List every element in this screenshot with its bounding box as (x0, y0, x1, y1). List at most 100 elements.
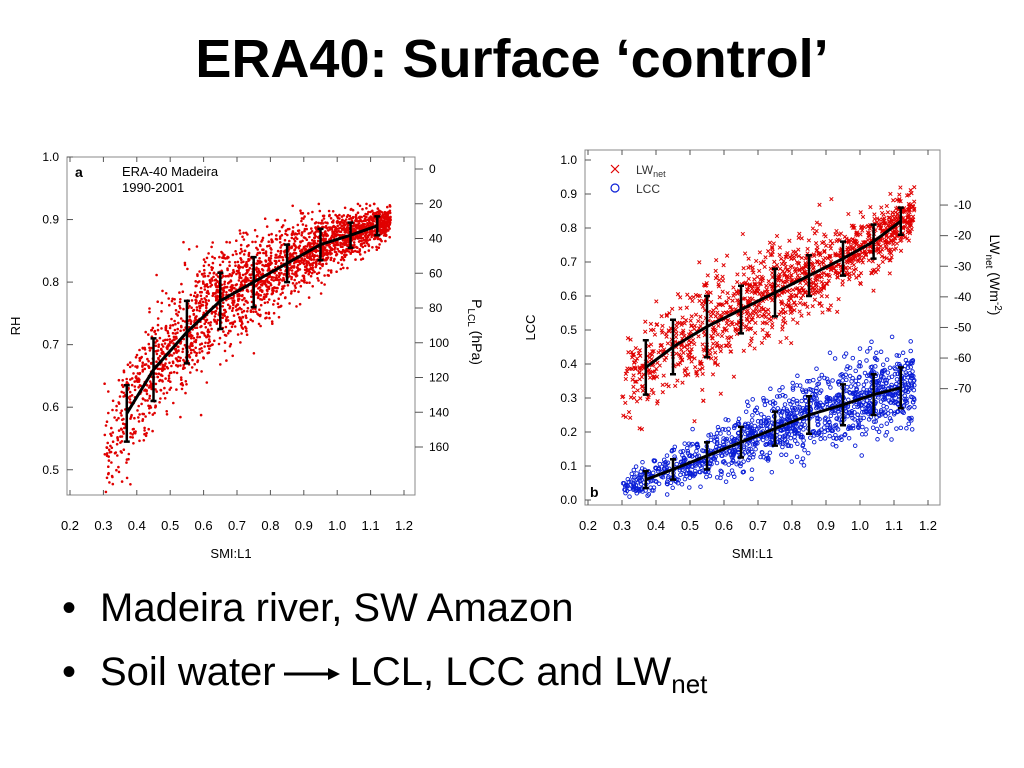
data-point (875, 437, 880, 442)
data-point (107, 448, 111, 452)
data-point (664, 382, 669, 387)
data-point (111, 431, 115, 434)
data-point (278, 281, 281, 285)
data-point (248, 273, 251, 277)
data-point (638, 353, 643, 358)
data-point (213, 320, 217, 323)
x-tick-label: 0.6 (195, 518, 213, 533)
data-point (330, 228, 334, 231)
data-point (787, 295, 792, 300)
data-point (379, 228, 383, 232)
data-point (623, 400, 628, 406)
data-point (310, 242, 314, 245)
data-point (702, 283, 708, 288)
data-point (299, 240, 302, 243)
data-point (113, 416, 116, 419)
data-point (368, 204, 372, 207)
data-point (171, 323, 175, 327)
data-point (766, 415, 771, 421)
data-point (752, 281, 758, 286)
data-point (202, 258, 206, 261)
data-point (151, 429, 154, 433)
data-point (215, 273, 218, 276)
data-point (744, 282, 750, 287)
y2-axis-label-base: P (469, 299, 485, 308)
data-point (273, 259, 277, 263)
data-point (880, 384, 886, 390)
data-point (844, 236, 849, 241)
data-point (204, 319, 207, 322)
data-point (277, 297, 281, 301)
data-point (338, 217, 341, 220)
data-point (852, 410, 857, 415)
data-point (385, 212, 388, 215)
data-point (850, 391, 856, 396)
data-point (207, 274, 210, 278)
data-point (894, 226, 899, 232)
data-point (239, 232, 242, 235)
data-point (315, 272, 319, 276)
data-point (384, 226, 388, 229)
data-point (908, 339, 913, 344)
data-point (174, 322, 177, 326)
data-point (366, 231, 369, 234)
data-point (136, 409, 139, 412)
data-point (207, 263, 211, 267)
data-point (757, 309, 762, 314)
data-point (761, 259, 766, 264)
data-point (778, 256, 784, 261)
data-point (365, 207, 368, 210)
data-point (128, 398, 132, 401)
data-point (105, 446, 108, 449)
data-point (906, 406, 911, 411)
data-point (211, 255, 214, 259)
data-point (190, 366, 194, 369)
data-point (762, 402, 768, 408)
data-point (879, 254, 885, 259)
data-point (277, 259, 281, 263)
slide-title: ERA40: Surface ‘control’ (195, 29, 829, 89)
data-point (341, 218, 344, 222)
data-point (781, 316, 787, 321)
data-point (666, 328, 671, 333)
data-point (180, 378, 183, 382)
data-point (257, 272, 261, 275)
data-point (713, 454, 718, 460)
data-point (794, 398, 800, 404)
y-tick-label: 0.7 (42, 338, 59, 352)
data-point (308, 254, 311, 258)
data-point (783, 452, 789, 458)
data-point (755, 274, 760, 280)
data-point (860, 214, 866, 220)
data-point (335, 253, 339, 256)
data-point (107, 471, 110, 475)
data-point (819, 293, 824, 299)
data-point (903, 209, 908, 214)
data-point (288, 302, 291, 305)
data-point (238, 275, 241, 278)
data-point (235, 269, 239, 273)
data-point (779, 300, 785, 305)
data-point (231, 284, 234, 287)
data-point (749, 476, 754, 482)
data-point (213, 339, 216, 343)
data-point (881, 397, 886, 402)
data-point (164, 377, 167, 380)
data-point (301, 223, 305, 226)
data-point (146, 384, 149, 387)
data-point (833, 232, 838, 237)
data-point (898, 235, 903, 240)
data-point (623, 376, 628, 382)
data-point (910, 214, 916, 219)
data-point (850, 355, 856, 361)
data-point (814, 247, 820, 253)
data-point (281, 279, 284, 282)
data-point (907, 404, 912, 410)
data-point (317, 279, 320, 282)
data-point (209, 280, 212, 284)
data-point (240, 281, 243, 284)
data-point (629, 349, 634, 355)
data-point (376, 207, 380, 210)
data-point (684, 305, 689, 310)
data-point (790, 253, 795, 258)
